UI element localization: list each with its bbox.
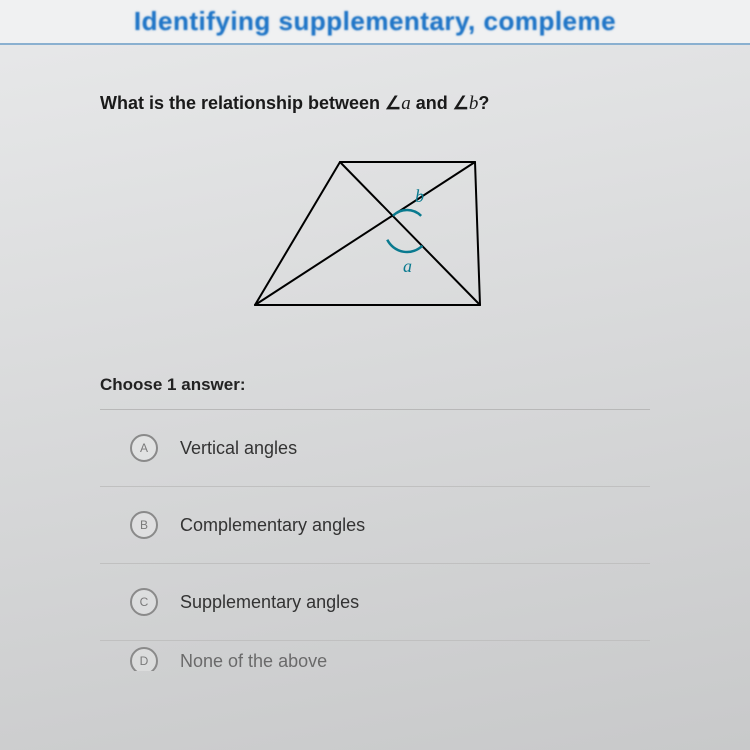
radio-c[interactable]: C	[130, 588, 158, 616]
svg-text:a: a	[403, 256, 412, 276]
radio-letter-c: C	[140, 595, 149, 609]
geometry-figure: ba	[245, 150, 505, 330]
radio-d[interactable]: D	[130, 647, 158, 671]
choose-label: Choose 1 answer:	[100, 375, 650, 410]
answer-text-b: Complementary angles	[180, 515, 365, 536]
question-mid: and	[411, 93, 453, 113]
content-area: What is the relationship between ∠a and …	[0, 45, 750, 671]
radio-b[interactable]: B	[130, 511, 158, 539]
answer-text-d: None of the above	[180, 651, 327, 672]
radio-a[interactable]: A	[130, 434, 158, 462]
figure-container: ba	[100, 150, 650, 330]
radio-letter-b: B	[140, 518, 148, 532]
answer-option-d[interactable]: D None of the above	[100, 641, 650, 671]
answer-option-c[interactable]: C Supplementary angles	[100, 564, 650, 641]
question-suffix: ?	[478, 93, 489, 113]
question-text: What is the relationship between ∠a and …	[100, 93, 650, 115]
radio-letter-d: D	[140, 654, 149, 668]
answer-option-a[interactable]: A Vertical angles	[100, 410, 650, 487]
answer-text-a: Vertical angles	[180, 438, 297, 459]
answers-list: A Vertical angles B Complementary angles…	[100, 410, 650, 671]
answer-text-c: Supplementary angles	[180, 592, 359, 613]
angle-symbol-a: ∠	[385, 93, 401, 113]
radio-letter-a: A	[140, 441, 148, 455]
svg-text:b: b	[415, 186, 424, 206]
page-title: Identifying supplementary, compleme	[134, 6, 616, 37]
angle-var-a: a	[401, 93, 411, 114]
answer-option-b[interactable]: B Complementary angles	[100, 487, 650, 564]
question-prefix: What is the relationship between	[100, 93, 385, 113]
angle-var-b: b	[469, 93, 479, 114]
angle-symbol-b: ∠	[453, 93, 469, 113]
header-bar: Identifying supplementary, compleme	[0, 0, 750, 45]
